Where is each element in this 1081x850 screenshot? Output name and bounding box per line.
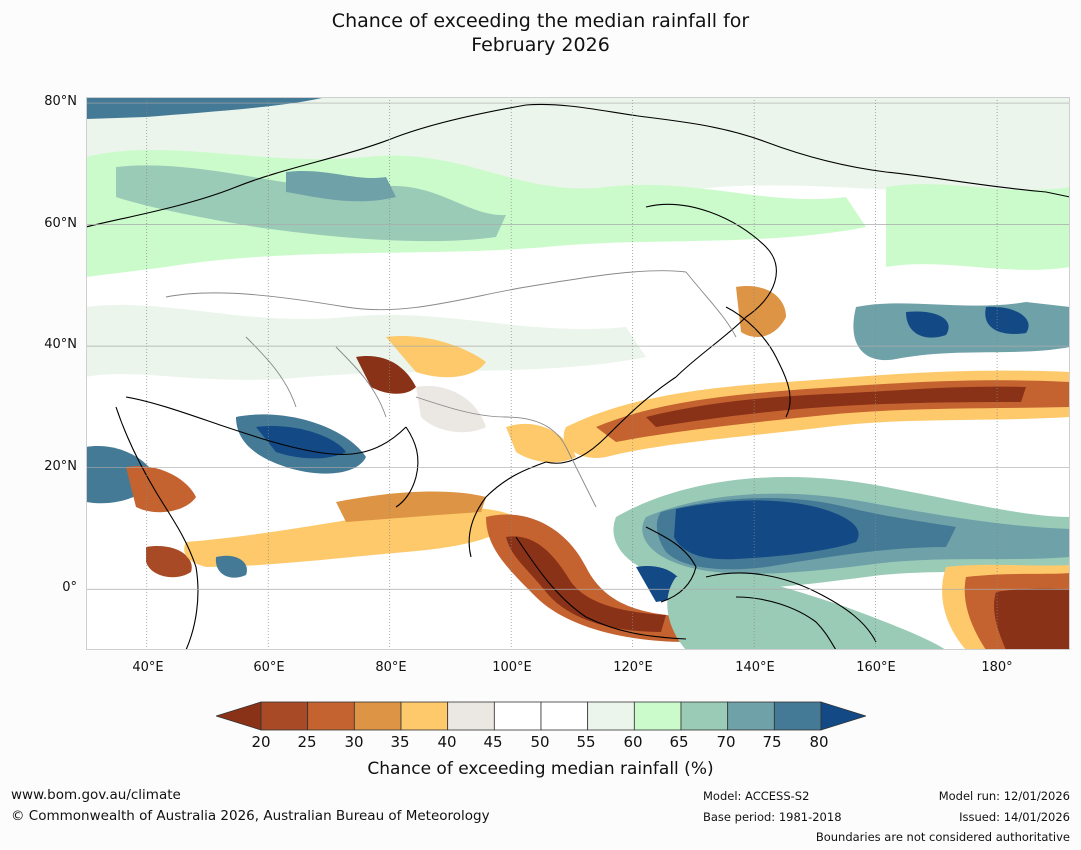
footer-copyright: © Commonwealth of Australia 2026, Austra… bbox=[11, 808, 490, 824]
colorbar-tick-25: 25 bbox=[297, 733, 317, 751]
chart-title: Chance of exceeding the median rainfall … bbox=[0, 9, 1081, 57]
colorbar-tick-50: 50 bbox=[530, 733, 550, 751]
colorbar-tick-60: 60 bbox=[623, 733, 643, 751]
footer-model: Model: ACCESS-S2 bbox=[703, 789, 810, 803]
lon-label-80e: 80°E bbox=[375, 660, 407, 675]
colorbar-cell bbox=[540, 701, 589, 731]
colorbar bbox=[216, 701, 866, 731]
colorbar-cell bbox=[260, 701, 309, 731]
colorbar-cell bbox=[493, 701, 542, 731]
colorbar-cell bbox=[587, 701, 635, 731]
colorbar-tick-30: 30 bbox=[344, 733, 364, 751]
lon-label-160e: 160°E bbox=[856, 660, 896, 675]
lat-label-80n: 80°N bbox=[44, 94, 77, 109]
title-line-2: February 2026 bbox=[471, 34, 610, 56]
colorbar-cell bbox=[773, 701, 822, 731]
colorbar-cell bbox=[680, 701, 729, 731]
colorbar-cell bbox=[447, 701, 495, 731]
rainfall-map bbox=[86, 97, 1070, 650]
colorbar-tick-35: 35 bbox=[390, 733, 410, 751]
map-canvas bbox=[86, 97, 1070, 650]
colorbar-cell bbox=[400, 701, 449, 731]
coastlines bbox=[86, 103, 1070, 650]
footer-website: www.bom.gov.au/climate bbox=[11, 787, 181, 803]
lat-label-0: 0° bbox=[62, 580, 77, 595]
lon-label-180: 180° bbox=[981, 660, 1013, 675]
colorbar-cell bbox=[633, 701, 682, 731]
lon-label-40e: 40°E bbox=[132, 660, 164, 675]
lat-label-40n: 40°N bbox=[44, 337, 77, 352]
colorbar-tick-65: 65 bbox=[669, 733, 689, 751]
colorbar-tick-45: 45 bbox=[483, 733, 503, 751]
colorbar-ticks: 20 25 30 35 40 45 50 55 60 65 70 75 80 bbox=[0, 733, 1081, 753]
colorbar-tick-75: 75 bbox=[762, 733, 782, 751]
colorbar-tick-80: 80 bbox=[809, 733, 829, 751]
lat-label-20n: 20°N bbox=[44, 459, 77, 474]
colorbar-cell bbox=[820, 701, 866, 731]
colorbar-tick-70: 70 bbox=[716, 733, 736, 751]
footer-disclaimer: Boundaries are not considered authoritat… bbox=[815, 830, 1070, 844]
map-border bbox=[86, 97, 1070, 650]
gridlines bbox=[86, 97, 1070, 650]
footer-model-run: Model run: 12/01/2026 bbox=[938, 789, 1070, 803]
probability-fields bbox=[86, 97, 1070, 650]
lon-label-140e: 140°E bbox=[735, 660, 775, 675]
footer-issued: Issued: 14/01/2026 bbox=[959, 810, 1070, 824]
footer-base-period: Base period: 1981-2018 bbox=[703, 810, 842, 824]
lon-label-100e: 100°E bbox=[492, 660, 532, 675]
colorbar-cell bbox=[216, 701, 262, 731]
title-line-1: Chance of exceeding the median rainfall … bbox=[331, 10, 750, 32]
colorbar-cell bbox=[307, 701, 355, 731]
lon-label-120e: 120°E bbox=[613, 660, 653, 675]
lat-label-60n: 60°N bbox=[44, 216, 77, 231]
lon-label-60e: 60°E bbox=[253, 660, 285, 675]
country-borders bbox=[165, 270, 737, 508]
colorbar-tick-55: 55 bbox=[576, 733, 596, 751]
colorbar-label: Chance of exceeding median rainfall (%) bbox=[367, 759, 714, 779]
colorbar-tick-40: 40 bbox=[437, 733, 457, 751]
colorbar-cell bbox=[353, 701, 402, 731]
colorbar-cell bbox=[727, 701, 775, 731]
colorbar-tick-20: 20 bbox=[251, 733, 271, 751]
